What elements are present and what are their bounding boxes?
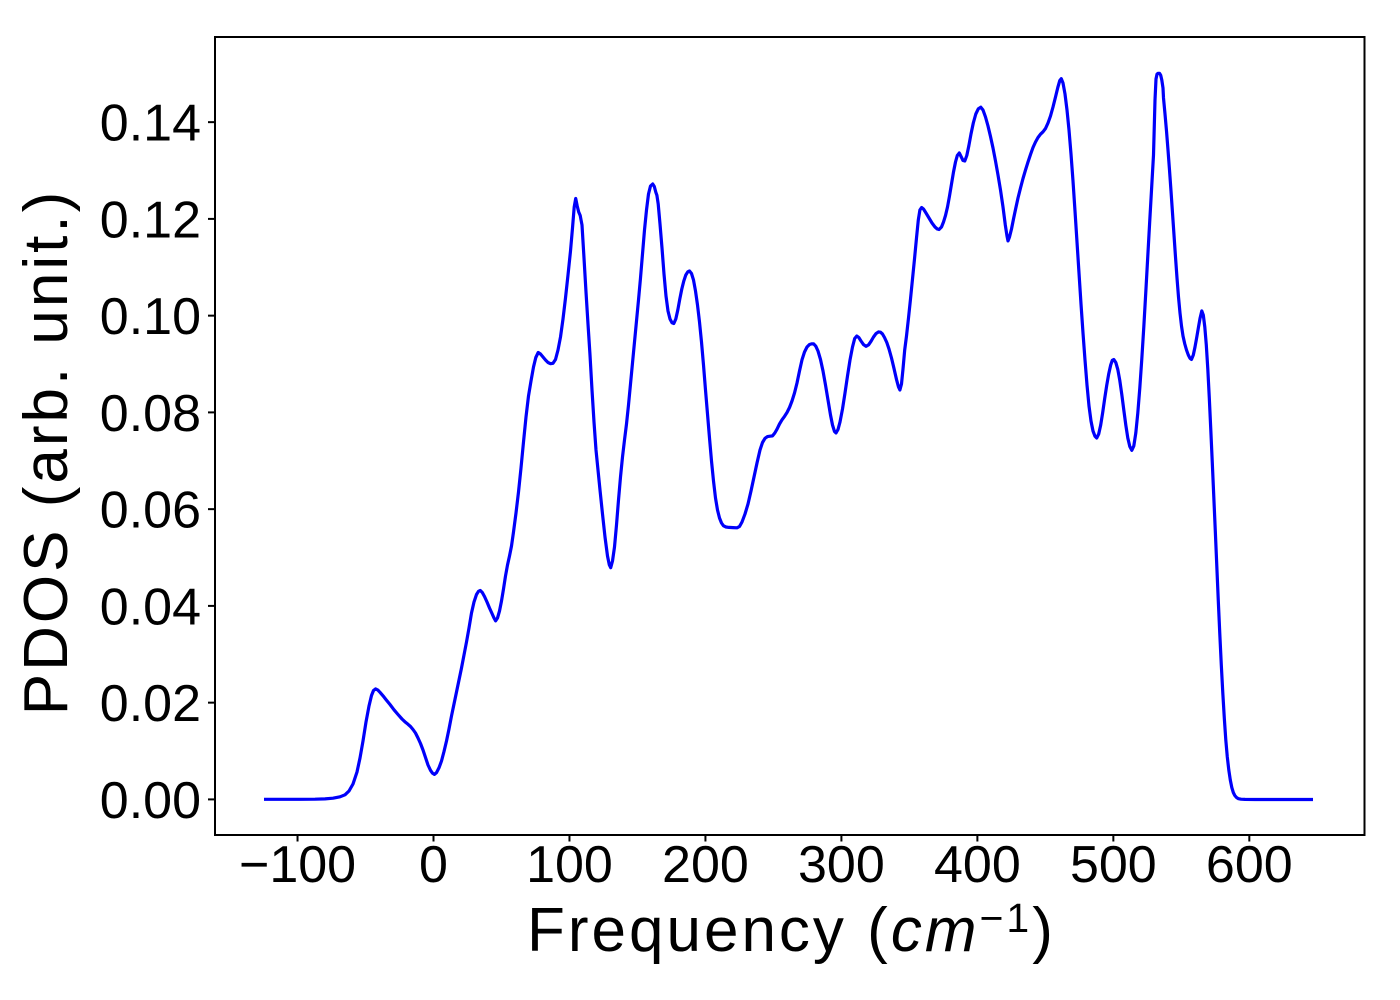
svg-text:0.12: 0.12 [100,191,201,249]
svg-text:−100: −100 [239,836,356,894]
svg-text:600: 600 [1206,836,1293,894]
svg-text:0.00: 0.00 [100,772,201,830]
svg-text:200: 200 [662,836,749,894]
svg-text:100: 100 [526,836,613,894]
svg-text:Frequency (cm−1): Frequency (cm−1) [527,895,1056,965]
svg-text:300: 300 [798,836,885,894]
svg-text:0.04: 0.04 [100,578,201,636]
svg-text:400: 400 [934,836,1021,894]
svg-text:500: 500 [1070,836,1157,894]
svg-text:0: 0 [419,836,448,894]
svg-text:PDOS (arb. unit.): PDOS (arb. unit.) [12,189,81,715]
svg-text:0.06: 0.06 [100,482,201,540]
svg-text:0.08: 0.08 [100,385,201,443]
svg-text:0.02: 0.02 [100,675,201,733]
svg-text:0.14: 0.14 [100,95,201,153]
svg-text:0.10: 0.10 [100,288,201,346]
